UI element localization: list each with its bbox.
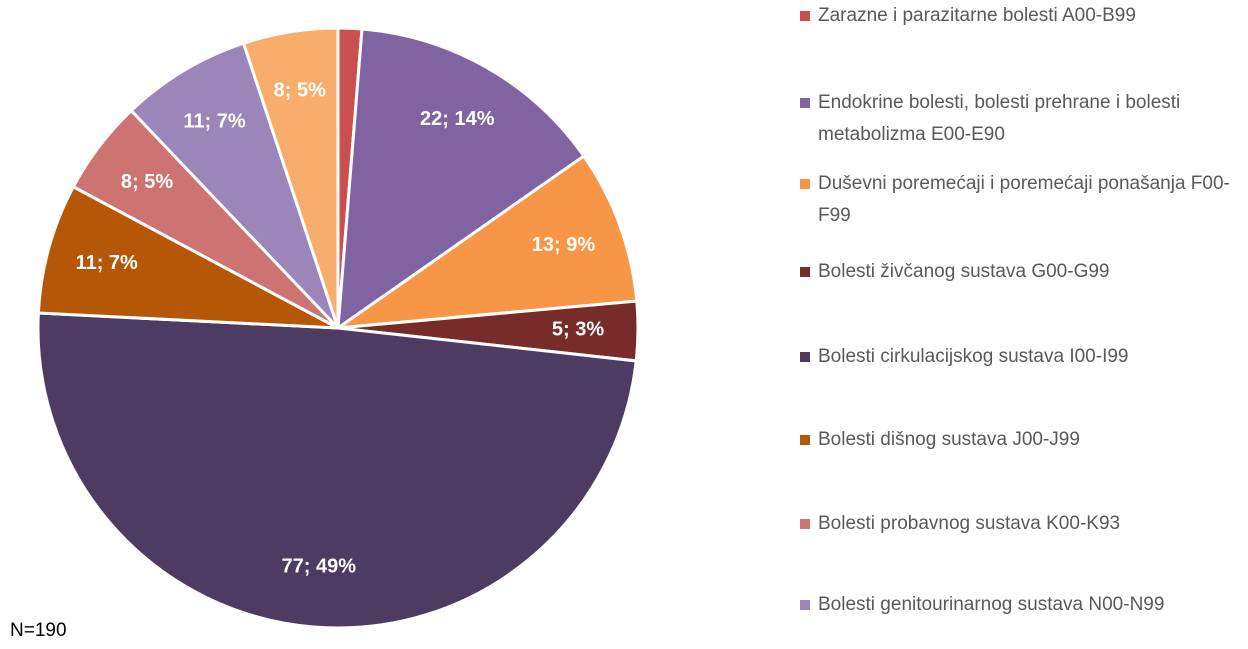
legend-label: Bolesti probavnog sustava K00-K93 <box>818 513 1121 534</box>
legend-label: Endokrine bolesti, bolesti prehrane i bo… <box>818 92 1181 145</box>
legend-label: Duševni poremećaji i poremećaji ponašanj… <box>818 173 1230 226</box>
pie-slice <box>36 184 339 330</box>
legend-item: Bolesti cirkulacijskog sustava I00-I99 <box>800 341 1240 373</box>
legend-label: Bolesti dišnog sustava J00-J99 <box>818 429 1080 450</box>
chart: 22; 14% 13; 9% 5; 3% 77; 49% 11; 7% 8; 5% 11; … <box>36 26 640 630</box>
legend-item: Bolesti genitourinarnog sustava N00-N99 <box>800 589 1240 621</box>
legend-label: Bolesti živčanog sustava G00-G99 <box>818 261 1110 282</box>
data-label: 22; 14% <box>420 108 495 130</box>
pie-slice <box>332 153 639 331</box>
legend-swatch <box>800 11 810 21</box>
legend-label: Bolesti cirkulacijskog sustava I00-I99 <box>818 346 1129 367</box>
legend-item: Bolesti probavnog sustava K00-K93 <box>800 508 1240 540</box>
legend-swatch <box>800 352 810 362</box>
data-label: 8; 5% <box>274 79 326 101</box>
legend-item: Duševni poremećaji i poremećaji ponašanj… <box>800 168 1240 232</box>
data-label: 11; 7% <box>183 110 245 132</box>
legend-item: Endokrine bolesti, bolesti prehrane i bo… <box>800 87 1240 151</box>
legend-swatch <box>800 98 810 108</box>
pie-slice <box>129 41 340 330</box>
legend-swatch <box>800 267 810 277</box>
data-label: 13; 9% <box>532 234 596 256</box>
legend-item: Zarazne i parazitarne bolesti A00-B99 <box>800 0 1240 32</box>
data-label: 8; 5% <box>121 171 173 193</box>
legend-item: Bolesti živčanog sustava G00-G99 <box>800 256 1240 288</box>
legend-label: Zarazne i parazitarne bolesti A00-B99 <box>818 5 1136 26</box>
pie-slice <box>36 311 638 630</box>
legend-swatch <box>800 179 810 189</box>
legend-item: Bolesti dišnog sustava J00-J99 <box>800 424 1240 456</box>
legend-label: Bolesti genitourinarnog sustava N00-N99 <box>818 594 1165 615</box>
legend-swatch <box>800 519 810 529</box>
data-label: 11; 7% <box>76 252 138 274</box>
pie-slice <box>241 26 340 329</box>
legend-swatch <box>800 435 810 445</box>
data-label: 77; 49% <box>282 556 357 578</box>
note: N=190 <box>10 620 67 641</box>
data-label: 5; 3% <box>552 319 604 341</box>
legend-swatch <box>800 600 810 610</box>
pie-slice <box>336 27 586 332</box>
